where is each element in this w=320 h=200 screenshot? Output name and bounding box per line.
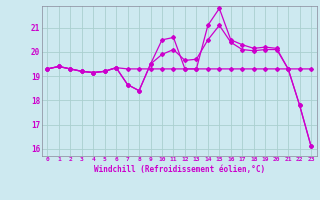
X-axis label: Windchill (Refroidissement éolien,°C): Windchill (Refroidissement éolien,°C) [94,165,265,174]
